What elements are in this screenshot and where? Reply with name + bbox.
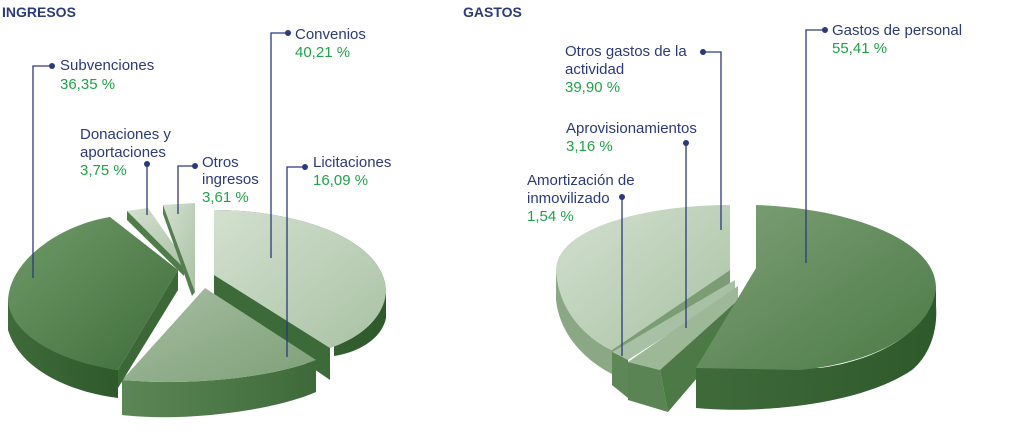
- leader-amortizacion: [619, 194, 625, 356]
- pie-slice-aprovisionamientos: [628, 286, 738, 412]
- label-amortizacion-line1: Amortización de: [527, 172, 635, 189]
- label-convenios: Convenios: [295, 26, 366, 43]
- label-otros-gastos: Otros gastos de la actividad: [565, 43, 691, 78]
- pie-slice-amortizacion: [612, 280, 735, 398]
- value-subvenciones: 36,35 %: [60, 76, 115, 93]
- leader-otros-gastos: [700, 49, 722, 230]
- pie-slice-otros-ingresos: [163, 203, 195, 296]
- value-licitaciones: 16,09 %: [313, 172, 368, 189]
- label-otros-ingresos-line2: ingresos: [202, 171, 259, 188]
- leader-donaciones: [144, 161, 150, 215]
- pie-slice-licitaciones: [122, 288, 316, 418]
- value-aprovisionamientos: 3,16 %: [566, 138, 613, 155]
- leader-otros-ingresos: [177, 163, 198, 214]
- label-licitaciones: Licitaciones: [313, 154, 391, 171]
- value-convenios: 40,21 %: [295, 44, 350, 61]
- ingresos-chart: INGRESOS: [2, 4, 391, 418]
- gastos-title: GASTOS: [463, 4, 522, 20]
- ingresos-title: INGRESOS: [2, 4, 76, 20]
- label-otros-ingresos-line1: Otros: [202, 154, 239, 171]
- label-gastos-personal: Gastos de personal: [832, 22, 962, 39]
- label-amortizacion: Amortización de inmovilizado: [527, 172, 639, 207]
- leader-subvenciones: [32, 63, 55, 278]
- label-donaciones: Donaciones y aportaciones: [80, 126, 175, 161]
- label-otros-gastos-line2: actividad: [565, 61, 624, 78]
- pie-slice-donaciones: [127, 208, 190, 276]
- leader-aprovisionamientos: [683, 140, 689, 328]
- label-donaciones-line1: Donaciones y: [80, 126, 171, 143]
- label-donaciones-line2: aportaciones: [80, 144, 166, 161]
- leader-convenios: [270, 30, 291, 258]
- value-amortizacion: 1,54 %: [527, 208, 574, 225]
- pie-slice-subvenciones: [8, 217, 178, 398]
- leader-licitaciones: [286, 164, 308, 357]
- pie-slice-gastos-personal: [696, 205, 937, 410]
- value-gastos-personal: 55,41 %: [832, 40, 887, 57]
- label-otros-ingresos: Otros ingresos: [202, 154, 259, 188]
- label-subvenciones: Subvenciones: [60, 57, 154, 74]
- gastos-chart: GASTOS: [463, 4, 962, 412]
- value-otros-gastos: 39,90 %: [565, 79, 620, 96]
- value-otros-ingresos: 3,61 %: [202, 189, 249, 206]
- label-aprovisionamientos: Aprovisionamientos: [566, 120, 697, 137]
- value-donaciones: 3,75 %: [80, 162, 127, 179]
- label-amortizacion-line2: inmovilizado: [527, 190, 610, 207]
- label-otros-gastos-line1: Otros gastos de la: [565, 43, 687, 60]
- leader-gastos-personal: [805, 27, 828, 263]
